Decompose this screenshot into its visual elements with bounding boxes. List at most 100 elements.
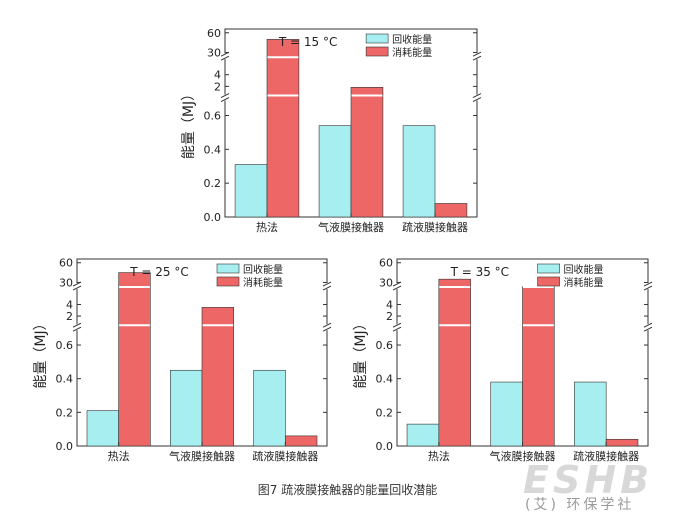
legend-swatch-consumed <box>216 276 240 287</box>
y-tick-label: 30 <box>59 276 73 289</box>
y-tick-label: 2 <box>214 80 221 93</box>
axis-break-gap <box>645 324 651 331</box>
x-tick-label: 热法 <box>428 449 450 463</box>
bar-recovered <box>406 423 440 447</box>
chart-title: T = 25 °C <box>129 265 188 279</box>
y-tick-label: 60 <box>59 257 73 270</box>
legend-label-recovered: 回收能量 <box>564 263 604 276</box>
axis-break-mark <box>643 281 653 287</box>
y-tick-label: 0.4 <box>56 373 74 386</box>
y-tick-label: 30 <box>207 47 221 60</box>
y-tick-label: 0.4 <box>204 143 222 156</box>
x-tick-label: 热法 <box>108 449 130 463</box>
legend-swatch-consumed <box>537 276 560 287</box>
axis-break-mark <box>220 97 230 103</box>
y-tick-label: 0.2 <box>376 406 394 419</box>
x-tick-label: 疏液膜接触器 <box>573 449 639 463</box>
legend-label-consumed: 消耗能量 <box>243 276 283 289</box>
bar-consumed <box>266 39 300 218</box>
legend-label-consumed: 消耗能量 <box>392 46 432 59</box>
legend-swatch-recovered <box>537 263 560 274</box>
axis-break-mark <box>643 326 653 332</box>
y-tick-label: 30 <box>379 276 393 289</box>
bar-recovered <box>253 369 286 447</box>
axis-break-gap <box>74 283 80 290</box>
bar-consumed <box>285 435 318 447</box>
x-tick-label: 气液膜接触器 <box>490 449 556 463</box>
bar-recovered <box>318 125 352 218</box>
legend-swatch-recovered <box>365 33 389 44</box>
axis-break-mark <box>220 51 230 57</box>
axis-break-mark <box>322 326 332 332</box>
y-tick-label: 0.6 <box>204 109 222 122</box>
axis-break-mark <box>322 322 332 328</box>
bar-recovered <box>402 125 436 218</box>
axis-break-gap <box>222 53 228 60</box>
legend-label-consumed: 消耗能量 <box>564 276 604 289</box>
bar-recovered <box>234 164 268 218</box>
axis-break-gap <box>394 283 400 290</box>
axis-break-gap <box>74 324 80 331</box>
axis-break-mark <box>72 281 82 287</box>
y-tick-label: 4 <box>386 298 393 311</box>
axis-break-mark <box>220 93 230 99</box>
y-tick-label: 2 <box>66 310 73 323</box>
axis-break-mark <box>392 281 402 287</box>
watermark: ESHB (艾) 环保学社 <box>523 458 691 513</box>
figure-caption: 图7 疏液膜接触器的能量回收潜能 <box>257 483 438 497</box>
axis-break-mark <box>392 326 402 332</box>
axis-break-mark <box>322 281 332 287</box>
axis-break-mark <box>472 97 482 103</box>
chart-title: T = 35 °C <box>450 265 509 279</box>
legend-swatch-recovered <box>216 263 240 274</box>
watermark-logo: ESHB <box>523 458 654 502</box>
bar-consumed <box>522 286 555 447</box>
bar-recovered <box>490 381 523 447</box>
y-tick-label: 2 <box>386 310 393 323</box>
y-tick-label: 4 <box>214 69 221 82</box>
axis-break-gap <box>324 324 330 331</box>
axis-break-mark <box>392 285 402 291</box>
legend-swatch-consumed <box>365 46 389 57</box>
bar-consumed <box>118 272 151 447</box>
y-tick-label: 0.0 <box>56 440 74 453</box>
y-axis-label: 能量（MJ） <box>33 316 49 388</box>
axis-break-mark <box>392 322 402 328</box>
axis-break-mark <box>72 285 82 291</box>
bar-recovered <box>86 410 119 447</box>
y-tick-label: 4 <box>66 298 73 311</box>
y-tick-label: 60 <box>207 27 221 40</box>
y-axis-label: 能量（MJ） <box>181 87 197 159</box>
bar-recovered <box>574 381 607 447</box>
bar-consumed <box>350 87 384 218</box>
x-tick-label: 气液膜接触器 <box>318 220 384 234</box>
axis-break-mark <box>72 326 82 332</box>
y-tick-label: 0.2 <box>204 177 222 190</box>
axis-break-gap <box>645 283 651 290</box>
bar-consumed <box>434 203 468 218</box>
axis-break-mark <box>643 322 653 328</box>
bar-consumed <box>605 438 639 447</box>
axis-break-gap <box>474 53 480 60</box>
legend-label-recovered: 回收能量 <box>243 263 283 276</box>
axis-break-mark <box>643 285 653 291</box>
y-tick-label: 0.6 <box>376 339 394 352</box>
axis-break-mark <box>472 55 482 61</box>
y-tick-label: 0.2 <box>56 406 74 419</box>
y-tick-label: 0.6 <box>56 339 74 352</box>
axis-break-mark <box>472 93 482 99</box>
axis-break-gap <box>324 283 330 290</box>
x-tick-label: 疏液膜接触器 <box>402 220 468 234</box>
y-tick-label: 0.4 <box>376 373 394 386</box>
x-tick-label: 疏液膜接触器 <box>252 449 318 463</box>
axis-break-gap <box>474 94 480 101</box>
y-tick-label: 0.0 <box>376 440 394 453</box>
axis-break-mark <box>322 285 332 291</box>
bar-recovered <box>170 369 203 447</box>
axis-break-mark <box>72 322 82 328</box>
y-axis-label: 能量（MJ） <box>353 316 369 388</box>
watermark-text: (艾) 环保学社 <box>525 497 635 513</box>
x-tick-label: 热法 <box>256 220 278 234</box>
bar-consumed <box>438 278 471 447</box>
